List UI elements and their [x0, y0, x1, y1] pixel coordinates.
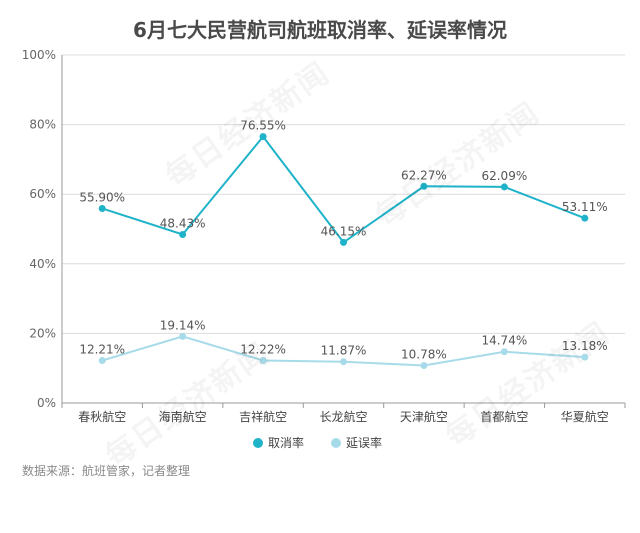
chart-title: 6月七大民营航司航班取消率、延误率情况: [133, 18, 507, 42]
y-tick-label: 60%: [29, 187, 56, 201]
data-point: [179, 230, 187, 238]
x-tick-label: 吉祥航空: [239, 409, 287, 424]
data-point: [420, 361, 428, 369]
data-point: [420, 182, 428, 190]
data-point: [98, 204, 106, 212]
legend-marker-1: [253, 438, 263, 448]
x-tick-label: 海南航空: [159, 409, 207, 424]
data-label: 46.15%: [321, 224, 367, 238]
legend-marker-2: [331, 438, 341, 448]
x-tick-label: 华夏航空: [561, 409, 609, 424]
x-tick-label: 春秋航空: [78, 409, 126, 424]
data-point: [581, 214, 589, 222]
source-note: 数据来源：航班管家，记者整理: [22, 464, 191, 478]
data-point: [500, 348, 508, 356]
data-label: 12.21%: [79, 343, 125, 357]
data-point: [98, 357, 106, 365]
data-label: 76.55%: [240, 119, 286, 133]
data-label: 48.43%: [160, 216, 206, 230]
y-tick-label: 20%: [29, 326, 56, 340]
x-tick-label: 首都航空: [480, 409, 528, 424]
legend-label-1: 取消率: [268, 435, 304, 450]
legend-label-2: 延误率: [346, 435, 382, 450]
data-label: 11.87%: [321, 344, 367, 358]
x-tick-label: 长龙航空: [319, 409, 367, 424]
y-tick-label: 100%: [22, 48, 56, 62]
x-tick-label: 天津航空: [400, 409, 448, 424]
data-point: [340, 238, 347, 246]
data-label: 13.18%: [562, 339, 608, 353]
data-point: [500, 183, 508, 191]
data-label: 62.27%: [401, 168, 447, 182]
data-label: 62.09%: [481, 169, 527, 183]
data-label: 53.11%: [562, 200, 608, 214]
y-tick-label: 40%: [29, 257, 56, 271]
y-tick-label: 0%: [37, 396, 56, 410]
data-point: [259, 133, 267, 141]
data-label: 19.14%: [160, 318, 206, 332]
y-tick-label: 80%: [29, 118, 56, 132]
data-point: [179, 332, 187, 340]
data-label: 12.22%: [240, 342, 286, 356]
data-label: 10.78%: [401, 347, 447, 361]
data-point: [340, 358, 347, 366]
data-point: [259, 356, 267, 364]
data-label: 55.90%: [79, 190, 125, 204]
data-point: [581, 353, 589, 361]
data-label: 14.74%: [481, 334, 527, 348]
